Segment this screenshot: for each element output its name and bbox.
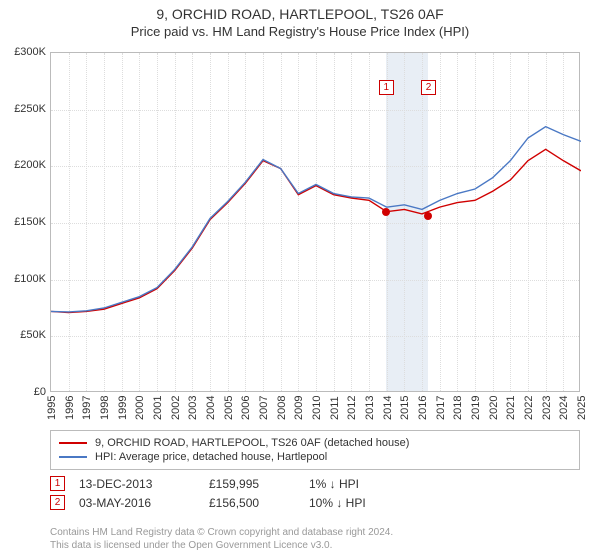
legend-label: HPI: Average price, detached house, Hart… <box>95 451 327 463</box>
chart-marker-badge: 1 <box>379 80 394 95</box>
transaction-row: 2 03-MAY-2016£156,50010% ↓ HPI <box>50 495 580 510</box>
footer-line2: This data is licensed under the Open Gov… <box>50 539 580 552</box>
transaction-date: 03-MAY-2016 <box>79 496 209 510</box>
y-tick-label: £50K <box>0 329 46 341</box>
x-tick-label: 2005 <box>223 396 235 420</box>
x-tick-label: 2009 <box>293 396 305 420</box>
x-tick-label: 2020 <box>488 396 500 420</box>
transaction-diff: 1% ↓ HPI <box>309 477 429 491</box>
transaction-price: £159,995 <box>209 477 309 491</box>
footer-line1: Contains HM Land Registry data © Crown c… <box>50 526 580 539</box>
transaction-marker-badge: 2 <box>50 495 65 510</box>
chart-title: 9, ORCHID ROAD, HARTLEPOOL, TS26 0AF Pri… <box>0 0 600 39</box>
x-tick-label: 1996 <box>64 396 76 420</box>
x-tick-label: 2007 <box>258 396 270 420</box>
x-tick-label: 2002 <box>170 396 182 420</box>
x-tick-label: 2023 <box>541 396 553 420</box>
transaction-row: 1 13-DEC-2013£159,9951% ↓ HPI <box>50 476 580 491</box>
legend: 9, ORCHID ROAD, HARTLEPOOL, TS26 0AF (de… <box>50 430 580 470</box>
y-tick-label: £150K <box>0 216 46 228</box>
transaction-marker-badge: 1 <box>50 476 65 491</box>
y-tick-label: £100K <box>0 273 46 285</box>
legend-row: HPI: Average price, detached house, Hart… <box>59 451 571 463</box>
legend-swatch <box>59 456 87 458</box>
series-property <box>51 149 581 312</box>
chart-marker-badge: 2 <box>421 80 436 95</box>
x-tick-label: 2001 <box>152 396 164 420</box>
x-tick-label: 2024 <box>558 396 570 420</box>
transactions-table: 1 13-DEC-2013£159,9951% ↓ HPI 2 03-MAY-2016… <box>50 472 580 514</box>
price-chart: 12 <box>50 52 580 392</box>
chart-svg <box>51 53 581 393</box>
x-tick-label: 2025 <box>576 396 588 420</box>
x-tick-label: 2016 <box>417 396 429 420</box>
transaction-diff: 10% ↓ HPI <box>309 496 429 510</box>
x-tick-label: 2019 <box>470 396 482 420</box>
price-dot <box>382 208 390 216</box>
transaction-date: 13-DEC-2013 <box>79 477 209 491</box>
title-line1: 9, ORCHID ROAD, HARTLEPOOL, TS26 0AF <box>0 6 600 22</box>
x-tick-label: 2003 <box>187 396 199 420</box>
y-tick-label: £200K <box>0 159 46 171</box>
y-tick-label: £250K <box>0 103 46 115</box>
x-tick-label: 2014 <box>382 396 394 420</box>
x-tick-label: 1997 <box>81 396 93 420</box>
x-tick-label: 2008 <box>276 396 288 420</box>
x-tick-label: 2021 <box>505 396 517 420</box>
x-tick-label: 2015 <box>399 396 411 420</box>
price-dot <box>424 212 432 220</box>
y-tick-label: £0 <box>0 386 46 398</box>
transaction-price: £156,500 <box>209 496 309 510</box>
x-tick-label: 1999 <box>117 396 129 420</box>
x-tick-label: 1998 <box>99 396 111 420</box>
x-tick-label: 2006 <box>240 396 252 420</box>
x-tick-label: 2013 <box>364 396 376 420</box>
title-line2: Price paid vs. HM Land Registry's House … <box>0 24 600 39</box>
series-hpi <box>51 127 581 312</box>
x-tick-label: 2018 <box>452 396 464 420</box>
x-tick-label: 2004 <box>205 396 217 420</box>
y-tick-label: £300K <box>0 46 46 58</box>
legend-row: 9, ORCHID ROAD, HARTLEPOOL, TS26 0AF (de… <box>59 437 571 449</box>
x-tick-label: 2022 <box>523 396 535 420</box>
x-tick-label: 2000 <box>134 396 146 420</box>
x-tick-label: 2017 <box>435 396 447 420</box>
x-tick-label: 2012 <box>346 396 358 420</box>
footer-attribution: Contains HM Land Registry data © Crown c… <box>50 526 580 552</box>
legend-label: 9, ORCHID ROAD, HARTLEPOOL, TS26 0AF (de… <box>95 437 409 449</box>
x-tick-label: 1995 <box>46 396 58 420</box>
x-tick-label: 2011 <box>329 396 341 420</box>
legend-swatch <box>59 442 87 444</box>
x-tick-label: 2010 <box>311 396 323 420</box>
